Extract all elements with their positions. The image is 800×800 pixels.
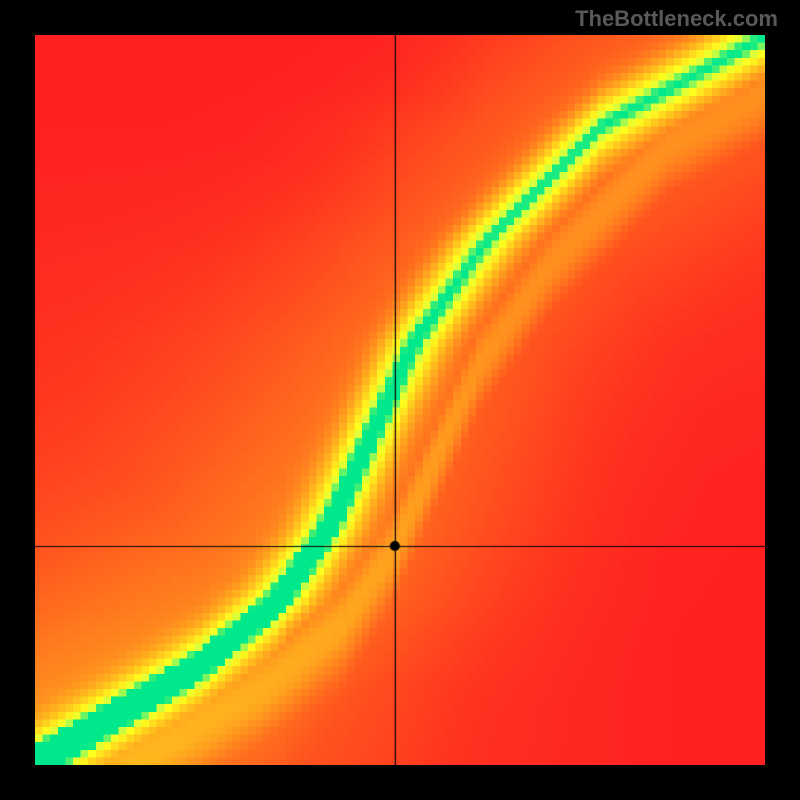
- heatmap-canvas: [35, 35, 765, 765]
- chart-container: TheBottleneck.com: [0, 0, 800, 800]
- watermark-text: TheBottleneck.com: [575, 6, 778, 32]
